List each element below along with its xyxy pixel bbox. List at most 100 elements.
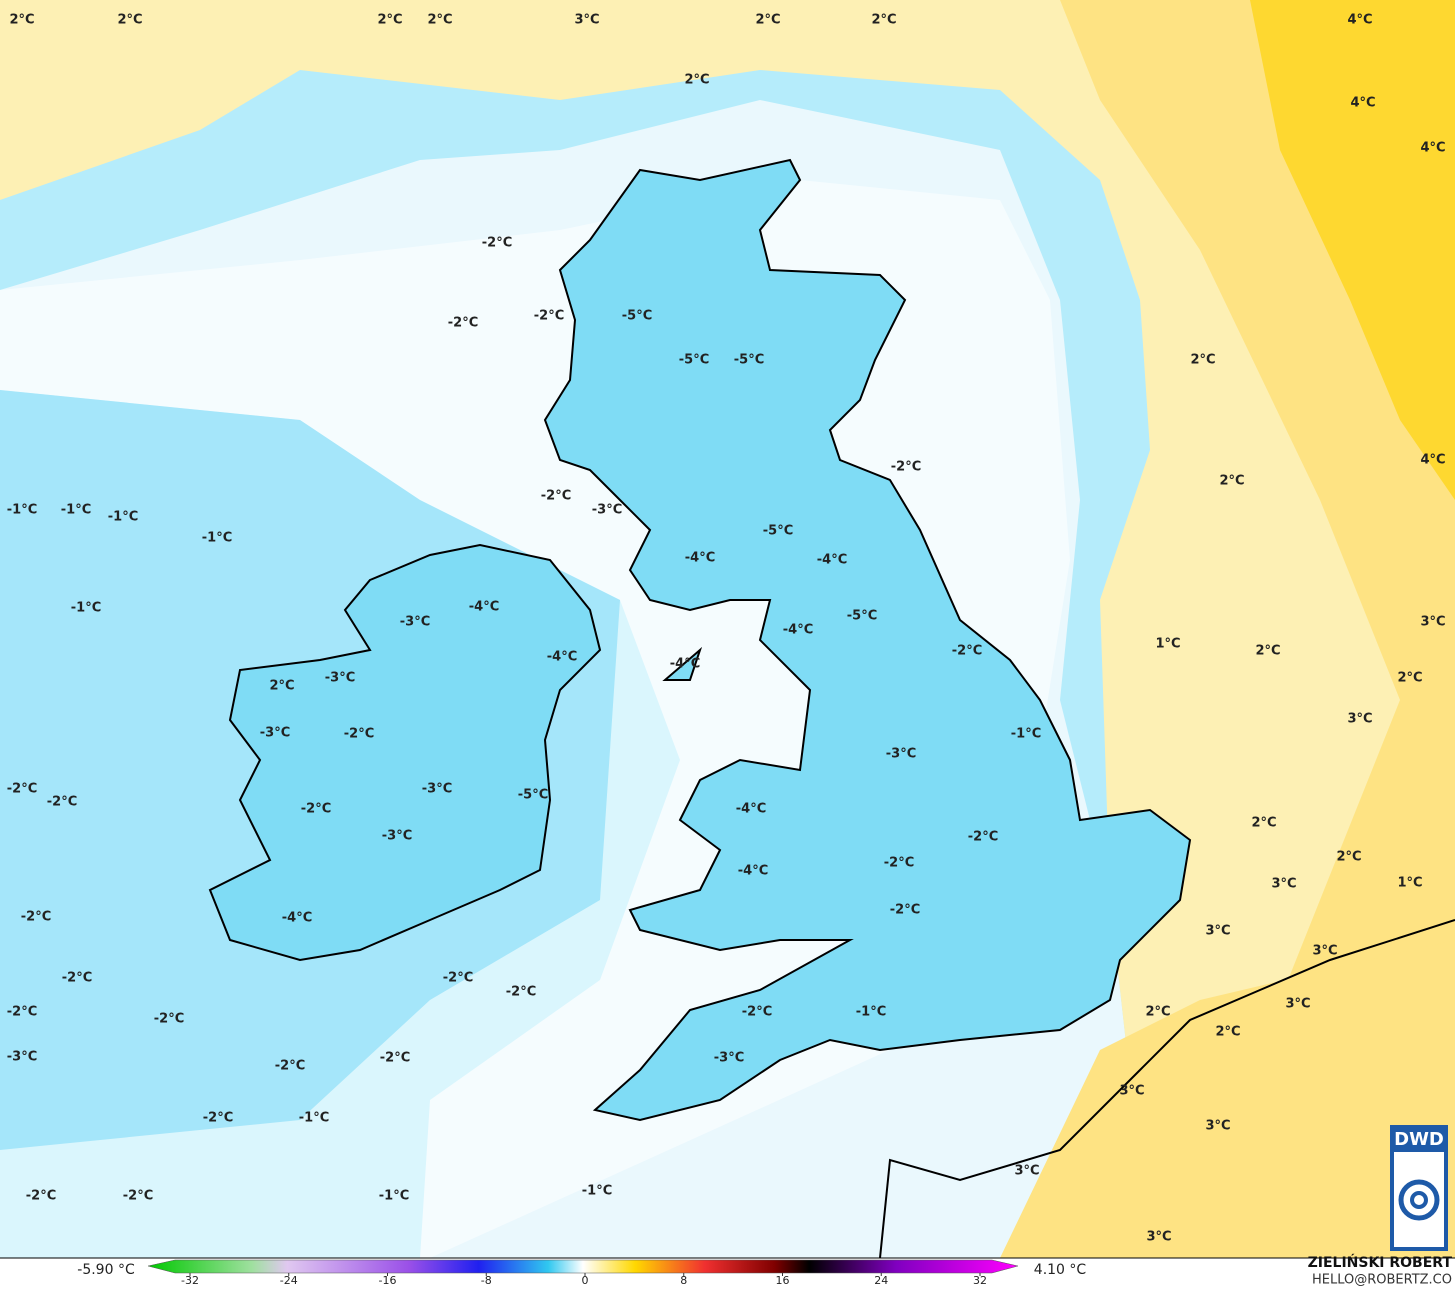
continent-coast	[879, 919, 1455, 1259]
temperature-label: 2°C	[9, 13, 34, 28]
temperature-label: 2°C	[1255, 644, 1280, 659]
temperature-labels: 2°C 2°C 2°C 2°C 3°C 2°C 2°C 4°C 2°C 4°C 4°C -2°C -2°…	[7, 13, 1446, 1245]
temperature-label: -2°C	[47, 795, 77, 810]
colorbar: -32 -24 -16 -8 0 8 16 24 32	[147, 1259, 1019, 1287]
temperature-label: 2°C	[684, 73, 709, 88]
temperature-label: -2°C	[203, 1111, 233, 1126]
temperature-label: -2°C	[891, 460, 921, 475]
temperature-label: 2°C	[117, 13, 142, 28]
temperature-label: 2°C	[427, 13, 452, 28]
temperature-label: -4°C	[469, 600, 499, 615]
temperature-label: -2°C	[742, 1005, 772, 1020]
land	[208, 158, 1455, 1259]
temperature-label: -2°C	[884, 856, 914, 871]
temperature-label: 2°C	[1251, 816, 1276, 831]
colorbar-tick-label: 8	[680, 1274, 687, 1287]
temperature-label: -1°C	[61, 503, 91, 518]
temperature-label: 3°C	[1347, 712, 1372, 727]
temperature-label: 3°C	[1205, 1119, 1230, 1134]
temperature-label: 2°C	[1397, 671, 1422, 686]
temperature-label: -2°C	[344, 727, 374, 742]
temperature-label: -1°C	[1011, 727, 1041, 742]
logo-text: DWD	[1394, 1129, 1444, 1150]
temperature-label: -3°C	[325, 671, 355, 686]
temperature-label: -1°C	[379, 1189, 409, 1204]
temperature-label: -2°C	[380, 1051, 410, 1066]
temperature-label: -1°C	[7, 503, 37, 518]
temperature-label: 4°C	[1350, 96, 1375, 111]
author: ZIELIŃSKI ROBERT	[1308, 1253, 1453, 1271]
temperature-label: -2°C	[62, 971, 92, 986]
temperature-label: -4°C	[817, 553, 847, 568]
temperature-label: 2°C	[377, 13, 402, 28]
temperature-label: -2°C	[301, 802, 331, 817]
temperature-label: -2°C	[890, 903, 920, 918]
temperature-label: 2°C	[1190, 353, 1215, 368]
temperature-label: -1°C	[202, 531, 232, 546]
temperature-label: -5°C	[518, 788, 548, 803]
min-value: -5.90 °C	[77, 1262, 135, 1278]
temperature-label: -2°C	[448, 316, 478, 331]
temperature-label: -2°C	[123, 1189, 153, 1204]
temperature-label: 3°C	[1205, 924, 1230, 939]
temperature-label: 4°C	[1420, 141, 1445, 156]
temperature-label: -2°C	[275, 1059, 305, 1074]
temperature-label: 2°C	[871, 13, 896, 28]
temperature-label: -4°C	[282, 911, 312, 926]
temperature-label: 2°C	[755, 13, 780, 28]
temperature-label: 3°C	[574, 13, 599, 28]
temperature-label: -4°C	[783, 623, 813, 638]
temperature-label: -4°C	[738, 864, 768, 879]
temperature-label: -2°C	[541, 489, 571, 504]
temperature-label: -2°C	[506, 985, 536, 1000]
colorbar-tick-label: 32	[973, 1274, 987, 1287]
temperature-label: -3°C	[714, 1051, 744, 1066]
email: HELLO@ROBERTZ.CO	[1312, 1273, 1452, 1288]
temperature-label: 3°C	[1146, 1230, 1171, 1245]
temperature-label: -2°C	[443, 971, 473, 986]
temperature-label: 2°C	[1215, 1025, 1240, 1040]
temperature-label: 1°C	[1155, 637, 1180, 652]
colorbar-tick-label: 0	[582, 1274, 589, 1287]
temperature-label: -1°C	[71, 601, 101, 616]
colorbar-tick-label: 16	[776, 1274, 790, 1287]
temperature-label: -3°C	[382, 829, 412, 844]
temperature-label: -1°C	[299, 1111, 329, 1126]
ireland	[208, 543, 602, 962]
colorbar-tick-label: -24	[280, 1274, 298, 1287]
temperature-label: -2°C	[21, 910, 51, 925]
temperature-label: 4°C	[1420, 453, 1445, 468]
temperature-label: 2°C	[1219, 474, 1244, 489]
dwd-logo: DWD	[1390, 1125, 1448, 1251]
temperature-label: -3°C	[886, 747, 916, 762]
great-britain	[543, 158, 1192, 1122]
temperature-label: 3°C	[1119, 1084, 1144, 1099]
temperature-label: 2°C	[269, 679, 294, 694]
temperature-label: -2°C	[952, 644, 982, 659]
temperature-label: 3°C	[1014, 1164, 1039, 1179]
temperature-label: -4°C	[547, 650, 577, 665]
colorbar-tick-label: -16	[379, 1274, 397, 1287]
temperature-label: -5°C	[622, 309, 652, 324]
temperature-label: -4°C	[670, 657, 700, 672]
colorbar-tick-label: -8	[481, 1274, 492, 1287]
temperature-label: 1°C	[1397, 876, 1422, 891]
temperature-label: 4°C	[1347, 13, 1372, 28]
temperature-label: -5°C	[763, 524, 793, 539]
temperature-label: -3°C	[7, 1050, 37, 1065]
temperature-label: -1°C	[856, 1005, 886, 1020]
colorbar-tick-label: 24	[874, 1274, 888, 1287]
temperature-label: 3°C	[1285, 997, 1310, 1012]
temperature-label: -2°C	[7, 1005, 37, 1020]
temperature-label: -2°C	[482, 236, 512, 251]
temperature-label: -4°C	[685, 551, 715, 566]
max-value: 4.10 °C	[1034, 1262, 1087, 1278]
temperature-label: -5°C	[679, 353, 709, 368]
temperature-label: -5°C	[734, 353, 764, 368]
temperature-label: -2°C	[7, 782, 37, 797]
temperature-label: 2°C	[1336, 850, 1361, 865]
colorbar-tick-label: -32	[181, 1274, 199, 1287]
temperature-label: -3°C	[260, 726, 290, 741]
isle-of-man	[662, 646, 703, 681]
temperature-label: -2°C	[26, 1189, 56, 1204]
